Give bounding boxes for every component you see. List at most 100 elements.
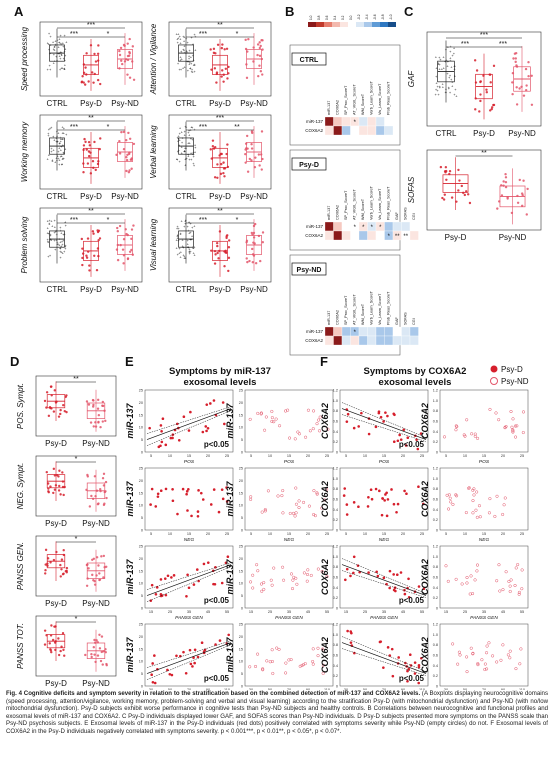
- scatter-point: [159, 424, 163, 427]
- scatter-point: [357, 505, 360, 509]
- data-point: +: [57, 51, 60, 56]
- data-point: +: [47, 239, 50, 244]
- data-point: [96, 162, 100, 166]
- confidence-band: [341, 558, 427, 594]
- x-tick-label: CTRL: [176, 99, 197, 108]
- data-point: [220, 152, 223, 156]
- data-point: [96, 247, 100, 250]
- data-point: +: [192, 58, 195, 63]
- panel-a-boxplot-3: Working memory ++++ ++++++++++++++++++++++…: [20, 114, 143, 201]
- scatter-frame: [244, 545, 334, 609]
- scatter-point: [473, 434, 477, 438]
- data-point: [89, 172, 93, 175]
- data-point: [91, 558, 94, 561]
- data-point: +: [183, 47, 186, 52]
- scatter-point: [307, 504, 311, 508]
- sig-label: ***: [70, 217, 78, 224]
- scatter-point: [467, 486, 471, 490]
- data-point: [115, 153, 118, 157]
- scatter-y-tick: 0.4: [433, 430, 438, 434]
- corr-cell: [367, 116, 377, 127]
- data-point: [252, 46, 255, 49]
- confidence-band: [146, 562, 232, 590]
- scatter-point: [281, 489, 285, 493]
- scatter-point: [451, 502, 455, 506]
- scatter-point: [191, 665, 194, 668]
- scatter-point: [294, 511, 298, 515]
- scatter-point: [513, 583, 517, 588]
- data-point: +: [63, 249, 66, 254]
- data-point: [91, 160, 95, 163]
- scatter-y-tick: 1.2: [433, 467, 438, 471]
- scatter-point: [517, 590, 521, 594]
- data-point: +: [190, 157, 193, 162]
- scatter-point: [204, 425, 208, 428]
- data-point: +: [180, 250, 183, 255]
- scatter-point: [444, 564, 448, 568]
- data-point: [119, 46, 123, 50]
- data-point: +: [179, 131, 182, 136]
- scatter-point: [469, 574, 473, 578]
- x-tick-label: Psy-ND: [111, 192, 139, 201]
- scatter-point: [403, 489, 406, 493]
- scatter-point: [475, 490, 479, 494]
- data-point: +: [47, 41, 50, 46]
- data-point: [214, 253, 217, 256]
- data-point: [250, 159, 253, 162]
- scatter-x-tick: 30: [249, 688, 253, 690]
- scatter-point: [170, 576, 173, 579]
- data-point: +: [62, 136, 65, 141]
- scatter-point: [506, 653, 510, 657]
- scatter-point: [249, 580, 253, 584]
- data-point: +: [184, 221, 187, 226]
- scatter-x-tick: 45: [306, 610, 310, 614]
- corr-cell: [358, 230, 368, 241]
- data-point: [81, 252, 85, 255]
- data-point: [97, 421, 100, 424]
- corr-column-label: Verb_Learn_ScoreT: [370, 185, 374, 220]
- scatter-point: [293, 514, 297, 518]
- data-point: [86, 473, 89, 477]
- regression-line: [146, 564, 232, 596]
- scatter-frame: [144, 467, 234, 531]
- data-point: [448, 172, 451, 176]
- data-point: +: [55, 54, 58, 59]
- colorbar-tick-label: 0.4: [333, 15, 337, 20]
- data-point: [246, 170, 250, 173]
- scatter-point: [192, 583, 196, 586]
- data-point: [84, 653, 87, 657]
- scatter-point: [315, 492, 319, 496]
- p-value-label: p<0.05: [399, 674, 425, 683]
- scatter-point: [392, 502, 396, 506]
- data-point: [212, 47, 216, 51]
- data-point: [226, 77, 229, 80]
- scatter-x-tick: 25: [225, 454, 229, 458]
- scatter-x-tick: 5: [150, 532, 152, 536]
- data-point: +: [183, 224, 186, 229]
- data-point: +: [59, 249, 62, 254]
- colorbar-tick-label: -1.0: [389, 14, 393, 20]
- data-point: [122, 130, 126, 134]
- data-point: [455, 200, 458, 203]
- data-point: [497, 200, 501, 203]
- data-point: [94, 494, 97, 498]
- data-point: [511, 81, 514, 84]
- scatter-x-tick: 50: [268, 688, 272, 690]
- scatter-point: [514, 435, 518, 439]
- panel-letter-c: C: [404, 4, 414, 19]
- corr-cell: [375, 335, 385, 346]
- confidence-band: [341, 414, 427, 442]
- data-point: +: [55, 136, 58, 141]
- data-point: [101, 404, 104, 407]
- scatter-point: [513, 424, 517, 428]
- scatter-y-tick: 20: [139, 557, 143, 561]
- scatter-point: [148, 426, 151, 430]
- corr-column-label: SOFAS: [404, 207, 408, 220]
- scatter-y-tick: 1.2: [433, 389, 438, 393]
- scatter-point: [407, 667, 411, 671]
- y-axis-label: POS. Sympt.: [16, 383, 25, 429]
- x-tick-label: Psy-D: [80, 192, 102, 201]
